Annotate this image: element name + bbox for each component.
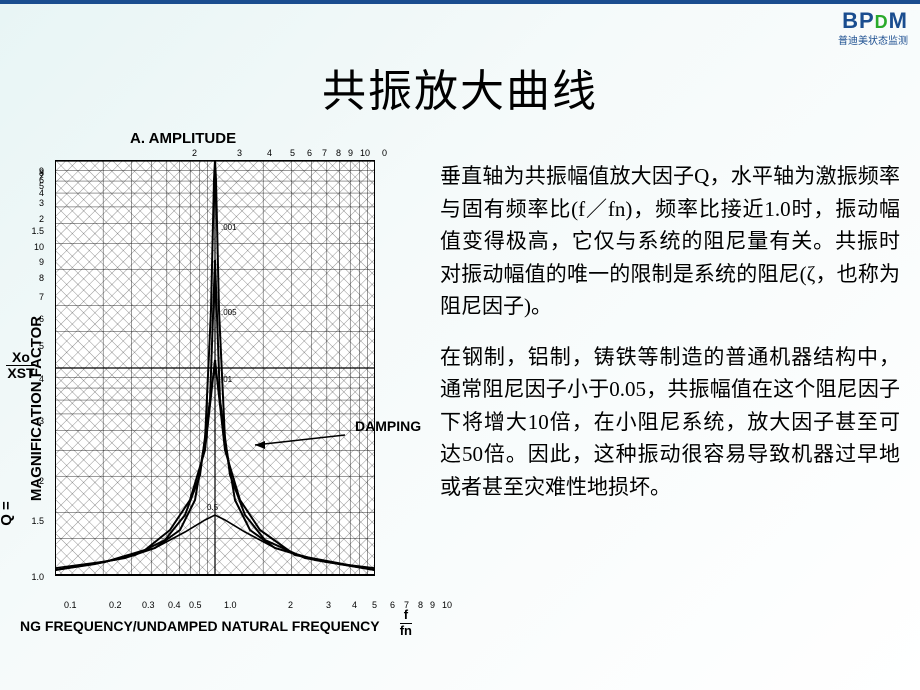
logo-d: D [875,12,889,32]
resonance-chart: A. AMPLITUDE 23456789100 MAGNIFICATION F… [10,130,420,640]
top-bar [0,0,920,4]
svg-text:.001: .001 [221,223,237,232]
body-text: 垂直轴为共振幅值放大因子Q，水平轴为激振频率与固有频率比(f／fn)，频率比接近… [440,160,900,521]
yfrac-num: Xo [6,350,36,366]
ylabel-q: Q = [0,501,15,526]
chart-title: A. AMPLITUDE [130,130,236,147]
paragraph-2: 在钢制，铝制，铸铁等制造的普通机器结构中，通常阻尼因子小于0.05，共振幅值在这… [440,341,900,504]
logo-text: BPDM [838,8,908,34]
logo-p: P [859,8,875,33]
xfrac-num: f [400,608,412,623]
logo-subtitle: 普迪美状态监测 [838,32,908,47]
svg-text:0.5: 0.5 [207,503,219,512]
xfrac-den: fn [400,624,412,638]
logo-b: B [842,8,859,33]
svg-text:.005: .005 [221,308,237,317]
damping-label: DAMPING [355,418,421,434]
page-title: 共振放大曲线 [0,55,920,119]
svg-text:.01: .01 [221,375,233,384]
logo-m: M [889,8,908,33]
chart-x-fraction: f fn [400,608,412,638]
logo: BPDM 普迪美状态监测 [838,8,908,47]
chart-svg: .001 .005 .01 0.5 [55,160,375,580]
chart-x-label: NG FREQUENCY/UNDAMPED NATURAL FREQUENCY [20,618,380,634]
paragraph-1: 垂直轴为共振幅值放大因子Q，水平轴为激振频率与固有频率比(f／fn)，频率比接近… [440,160,900,323]
